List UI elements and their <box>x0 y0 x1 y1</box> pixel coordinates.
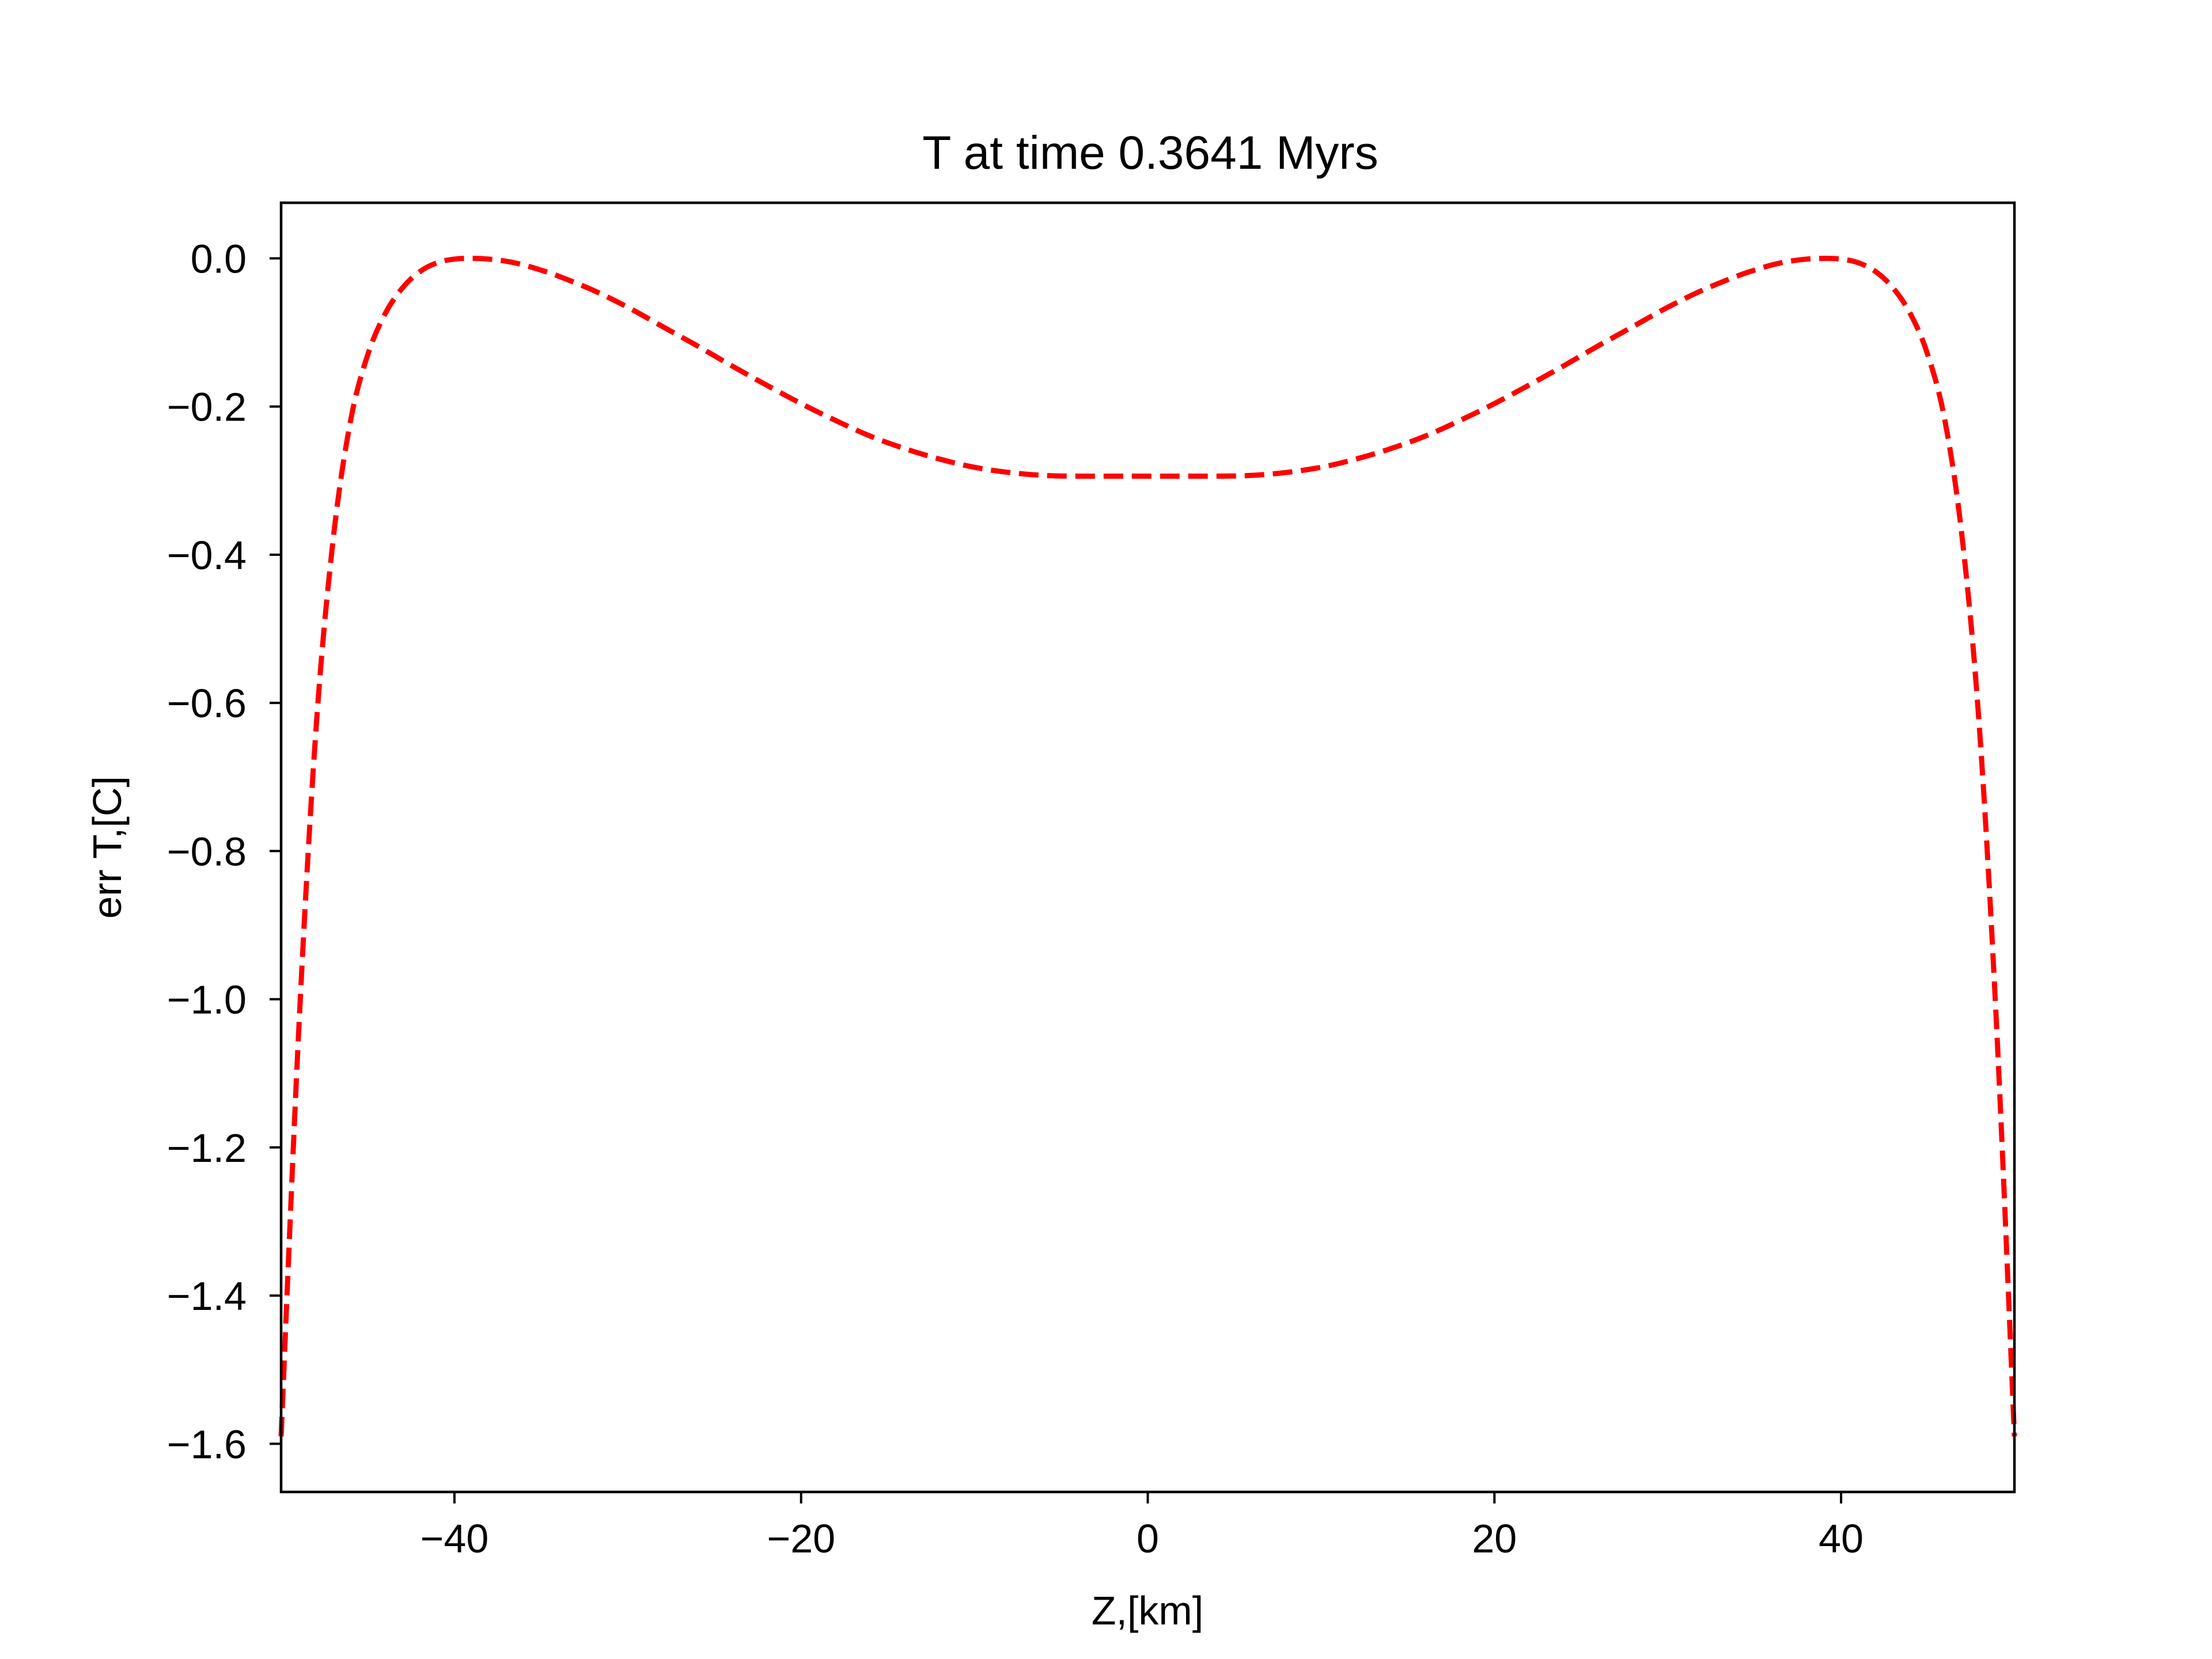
y-axis-label: err T,[C] <box>85 776 130 919</box>
x-axis-label: Z,[km] <box>1092 1588 1203 1633</box>
y-tick-label: −0.4 <box>167 533 247 578</box>
x-tick-label: 20 <box>1472 1516 1517 1561</box>
chart-title: T at time 0.3641 Myrs <box>922 127 1378 179</box>
series-layer <box>278 256 2017 1437</box>
x-tick-label: 0 <box>1137 1516 1159 1561</box>
y-axis-ticks: 0.0 −0.2 −0.4 −0.6 −0.8 −1.0 −1.2 −1.4 −1.6 <box>167 236 281 1467</box>
x-tick-label: 40 <box>1819 1516 1863 1561</box>
y-tick-label: −1.6 <box>167 1422 247 1467</box>
x-axis-ticks: −40 −20 0 20 40 <box>421 1492 1863 1561</box>
y-tick-label: −1.4 <box>167 1274 247 1319</box>
y-tick-label: −0.2 <box>167 385 247 430</box>
series-line-0 <box>278 256 2017 1437</box>
y-tick-label: −1.0 <box>167 978 247 1022</box>
y-tick-label: −1.2 <box>167 1126 247 1171</box>
plot-frame <box>279 201 2016 1494</box>
x-tick-label: −20 <box>767 1516 835 1561</box>
y-tick-label: 0.0 <box>191 236 247 281</box>
y-tick-label: −0.6 <box>167 681 247 726</box>
y-tick-label: −0.8 <box>167 829 247 874</box>
x-tick-label: −40 <box>421 1516 489 1561</box>
